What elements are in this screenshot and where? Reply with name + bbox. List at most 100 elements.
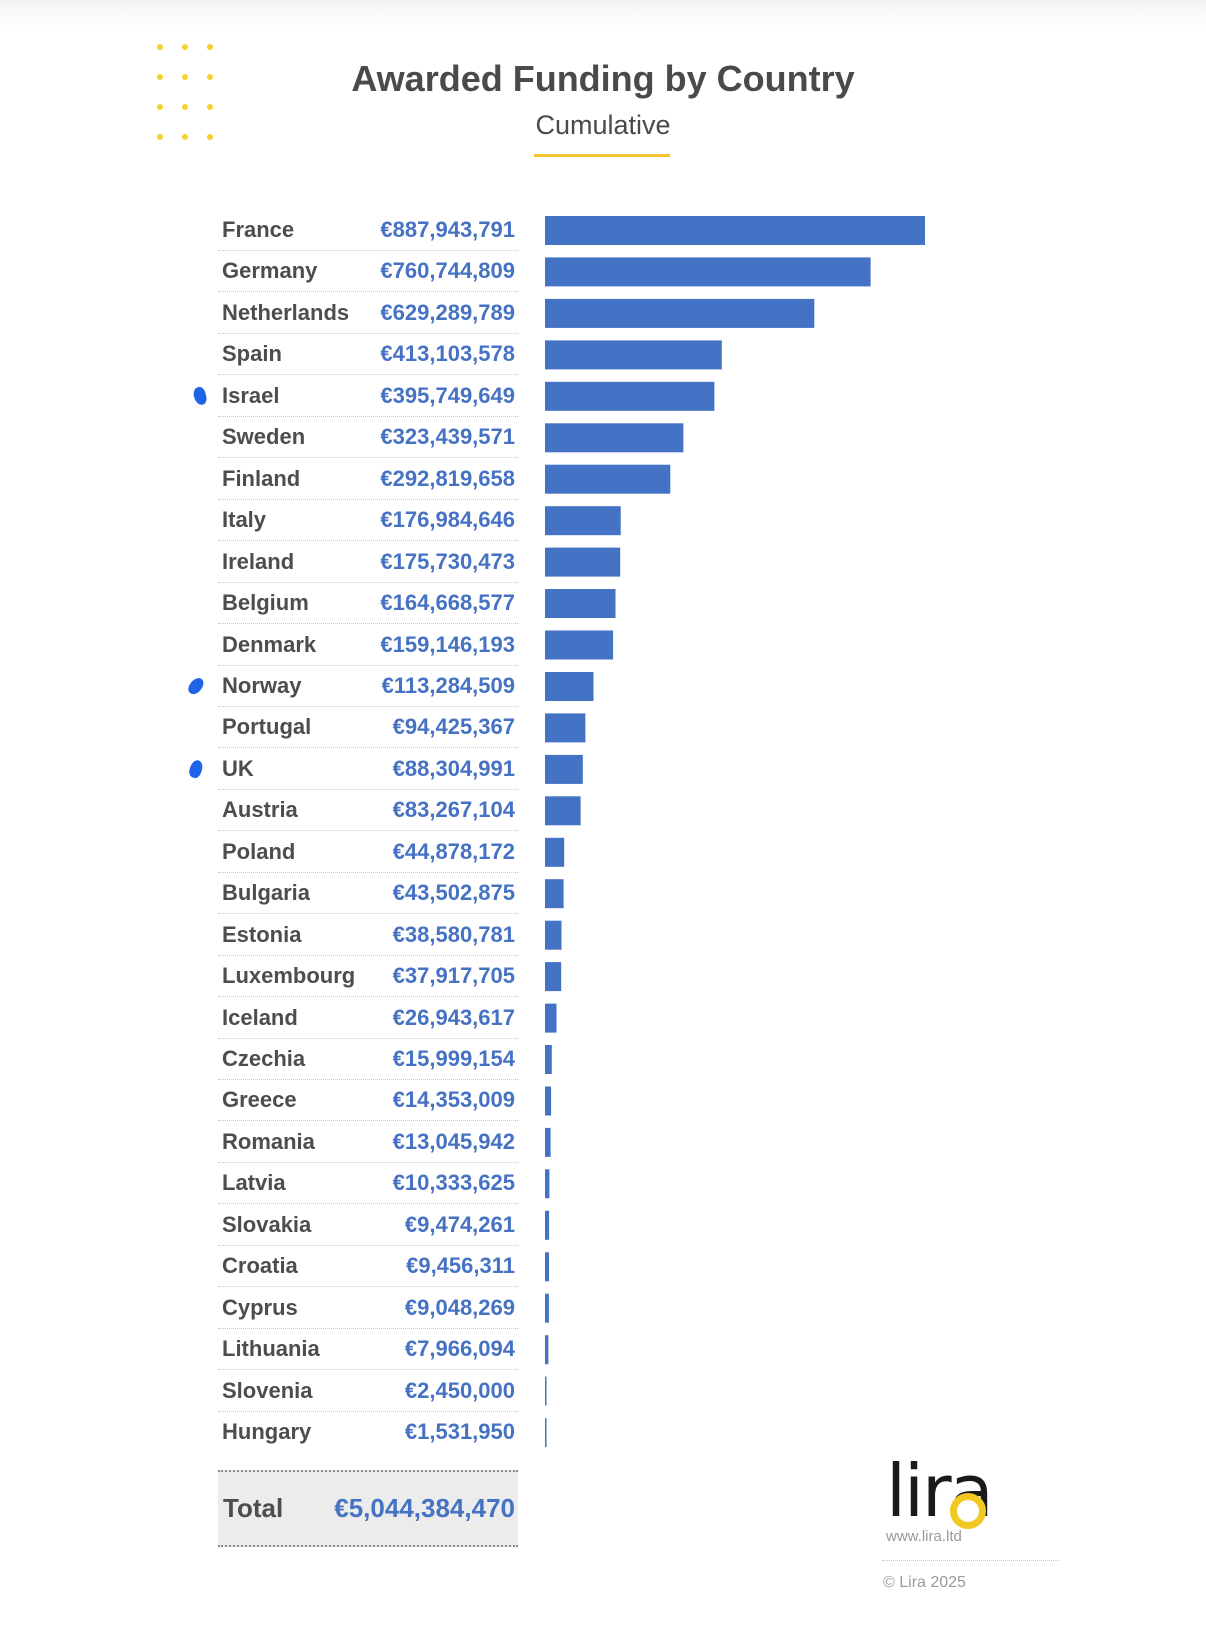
- country-label-slovakia: Slovakia: [222, 1211, 312, 1237]
- table-row: UK €88,304,991: [218, 748, 518, 790]
- country-label-lithuania: Lithuania: [222, 1336, 320, 1362]
- table-row: Latvia €10,333,625: [218, 1162, 518, 1205]
- table-row: Austria €83,267,104: [218, 789, 518, 832]
- country-label-netherlands: Netherlands: [222, 299, 350, 325]
- value-label-sweden: €323,439,571: [380, 424, 515, 450]
- value-label-germany: €760,744,809: [380, 258, 515, 284]
- bar-croatia: [545, 1252, 549, 1282]
- website-url: www.lira.ltd: [886, 1528, 962, 1545]
- value-label-iceland: €26,943,617: [392, 1004, 515, 1030]
- value-label-lithuania: €7,966,094: [404, 1336, 515, 1362]
- table-row: Hungary €1,531,950: [218, 1411, 518, 1453]
- country-label-sweden: Sweden: [222, 424, 306, 450]
- value-label-slovenia: €2,450,000: [404, 1377, 515, 1403]
- logo-ring: [950, 1493, 986, 1529]
- value-label-austria: €83,267,104: [392, 797, 515, 823]
- country-label-belgium: Belgium: [222, 590, 309, 616]
- top-shade: [0, 0, 1206, 30]
- value-label-italy: €176,984,646: [380, 507, 515, 533]
- value-label-poland: €44,878,172: [392, 838, 515, 864]
- table-row: Belgium €164,668,577: [218, 582, 518, 625]
- country-label-germany: Germany: [222, 258, 318, 284]
- bar-cyprus: [545, 1293, 549, 1323]
- bar-iceland: [545, 1003, 557, 1033]
- country-label-czechia: Czechia: [222, 1046, 306, 1071]
- country-label-croatia: Croatia: [222, 1253, 298, 1279]
- country-label-greece: Greece: [222, 1087, 297, 1113]
- chart-title: Awarded Funding by Country: [351, 58, 855, 99]
- value-label-estonia: €38,580,781: [392, 921, 515, 947]
- table-row: Cyprus €9,048,269: [218, 1287, 518, 1329]
- value-label-latvia: €10,333,625: [392, 1170, 515, 1196]
- value-label-croatia: €9,456,311: [406, 1253, 515, 1279]
- bar-romania: [545, 1127, 551, 1157]
- table-row: Iceland €26,943,617: [218, 997, 518, 1039]
- country-label-poland: Poland: [222, 838, 296, 864]
- bar-belgium: [545, 589, 616, 618]
- bar-portugal: [545, 713, 586, 743]
- value-label-romania: €13,045,942: [392, 1128, 515, 1154]
- table-row: Czechia €15,999,154: [218, 1038, 518, 1080]
- value-label-france: €887,943,791: [380, 217, 515, 242]
- bar-hungary: [545, 1418, 547, 1448]
- bar-netherlands: [545, 298, 815, 328]
- bar-germany: [545, 257, 871, 287]
- title-underline: [534, 154, 670, 157]
- table-row: Slovakia €9,474,261: [218, 1204, 518, 1246]
- bar-latvia: [545, 1169, 550, 1199]
- bar-luxembourg: [545, 962, 562, 992]
- table-row: Bulgaria €43,502,875: [218, 872, 518, 915]
- total-label: Total: [223, 1493, 284, 1523]
- bar-finland: [545, 464, 671, 494]
- country-label-denmark: Denmark: [222, 631, 317, 657]
- bar-israel: [545, 381, 715, 411]
- bar-norway: [545, 672, 594, 701]
- table-row: Finland €292,819,658: [218, 458, 518, 500]
- country-label-austria: Austria: [222, 797, 298, 823]
- country-label-israel: Israel: [222, 382, 280, 408]
- bar-slovakia: [545, 1210, 550, 1240]
- country-label-france: France: [222, 217, 295, 242]
- bar-estonia: [545, 920, 562, 950]
- value-label-bulgaria: €43,502,875: [392, 880, 515, 906]
- total-row: Total €5,044,384,470: [218, 1470, 518, 1547]
- country-label-italy: Italy: [222, 507, 267, 533]
- table-row: Norway €113,284,509: [218, 665, 518, 707]
- table-row: Estonia €38,580,781: [218, 914, 518, 956]
- decorative-dot-grid: [157, 44, 217, 144]
- table-row: Israel €395,749,649: [218, 375, 518, 417]
- country-label-iceland: Iceland: [222, 1004, 298, 1030]
- bar-poland: [545, 837, 565, 867]
- table-row: Lithuania €7,966,094: [218, 1328, 518, 1371]
- copyright-text: © Lira 2025: [883, 1574, 966, 1591]
- chart-subtitle: Cumulative: [535, 110, 671, 140]
- country-label-portugal: Portugal: [222, 714, 312, 740]
- bar-greece: [545, 1086, 552, 1116]
- table-row: Poland €44,878,172: [218, 831, 518, 873]
- total-value: €5,044,384,470: [334, 1493, 515, 1523]
- value-label-cyprus: €9,048,269: [404, 1294, 515, 1320]
- value-label-norway: €113,284,509: [381, 672, 515, 698]
- country-label-slovenia: Slovenia: [222, 1377, 313, 1403]
- table-row: Portugal €94,425,367: [218, 706, 518, 749]
- value-label-spain: €413,103,578: [380, 341, 515, 367]
- country-label-hungary: Hungary: [222, 1419, 312, 1445]
- bar-spain: [545, 340, 722, 370]
- bar-italy: [545, 506, 621, 536]
- value-label-israel: €395,749,649: [380, 382, 515, 408]
- value-label-slovakia: €9,474,261: [404, 1211, 515, 1237]
- table-row: France €887,943,791: [218, 209, 518, 251]
- value-label-finland: €292,819,658: [380, 465, 515, 491]
- table-row: Denmark €159,146,193: [218, 624, 518, 666]
- table-row: Luxembourg €37,917,705: [218, 955, 518, 998]
- table-row: Slovenia €2,450,000: [218, 1370, 518, 1412]
- country-label-luxembourg: Luxembourg: [222, 963, 356, 989]
- lira-logo: lira: [886, 1449, 996, 1543]
- bar-slovenia: [545, 1376, 547, 1406]
- value-label-ireland: €175,730,473: [380, 548, 515, 574]
- bar-bulgaria: [545, 879, 564, 909]
- table-row: Netherlands €629,289,789: [218, 292, 518, 334]
- country-label-finland: Finland: [222, 465, 301, 491]
- value-label-luxembourg: €37,917,705: [392, 963, 515, 989]
